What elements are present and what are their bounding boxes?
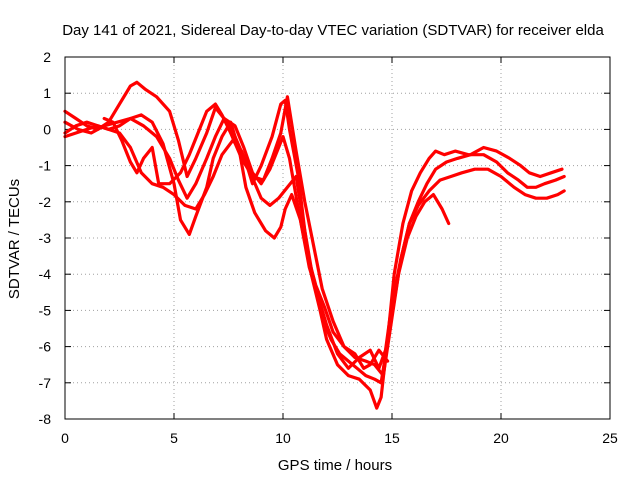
x-tick-label: 25 (602, 430, 618, 446)
y-axis-label: SDTVAR / TECUs (6, 179, 23, 299)
y-tick-label: -8 (39, 411, 52, 427)
plot-frame (64, 56, 611, 420)
y-tick-label: -4 (39, 266, 52, 282)
x-axis-label: GPS time / hours (278, 457, 392, 474)
y-tick-label: -1 (39, 158, 52, 174)
y-tick-label: -2 (39, 194, 52, 210)
x-tick-label: 20 (493, 430, 509, 446)
y-tick-label: 1 (43, 85, 51, 101)
data-series (63, 80, 566, 410)
x-tick-label: 15 (384, 430, 400, 446)
x-tick-label: 0 (61, 430, 69, 446)
chart-title: Day 141 of 2021, Sidereal Day-to-day VTE… (62, 22, 604, 39)
y-tick-label: -5 (39, 302, 52, 318)
y-tick-label: 0 (43, 121, 51, 137)
series-line-4 (63, 124, 451, 385)
x-tick-label: 5 (170, 430, 178, 446)
series-line-5 (102, 95, 390, 370)
y-tick-label: 2 (43, 49, 51, 65)
y-tick-label: -7 (39, 375, 52, 391)
grid-lines (65, 57, 610, 419)
y-tick-label: -6 (39, 339, 52, 355)
y-tick-label: -3 (39, 230, 52, 246)
x-tick-label: 10 (275, 430, 291, 446)
